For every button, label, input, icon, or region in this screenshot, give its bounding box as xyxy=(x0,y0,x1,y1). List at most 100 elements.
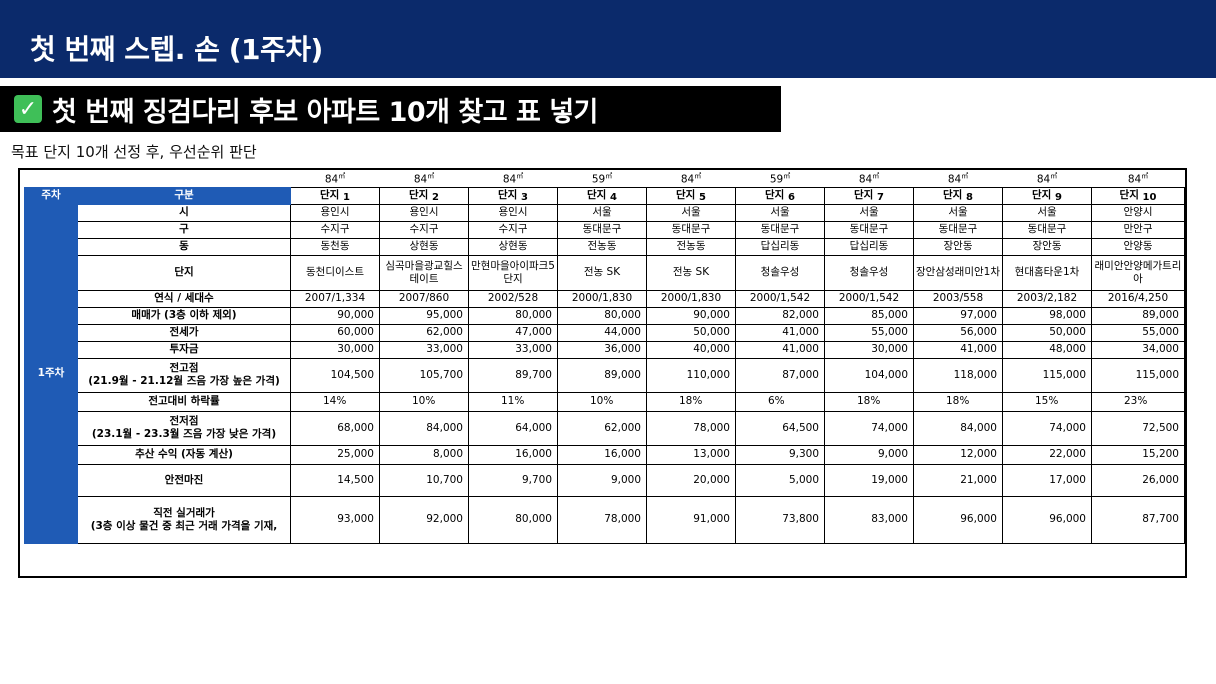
table-cell: 84,000 xyxy=(379,410,469,446)
complex-header: 단지 8 xyxy=(913,186,1003,205)
table-cell: 23% xyxy=(1091,391,1185,412)
table-row: 매매가 (3층 이하 제외) 90,000 95,000 80,000 80,000 90… xyxy=(25,306,1185,325)
subtitle: 목표 단지 10개 선정 후, 우선순위 판단 xyxy=(11,143,257,161)
table-cell: 청솔우성 xyxy=(824,254,914,291)
table-cell: 용인시 xyxy=(468,203,558,222)
complex-header: 단지 4 xyxy=(557,186,647,205)
table-cell: 2002/528 xyxy=(468,289,558,308)
table-cell: 9,700 xyxy=(468,463,558,497)
table-cell: 84,000 xyxy=(913,410,1003,446)
table-cell: 동대문구 xyxy=(1002,220,1092,239)
table-row: 동 동천동 상현동 상현동 전농동 전농동 답십리동 답십리동 장안동 장안동 안양동 xyxy=(25,237,1185,256)
table-cell: 44,000 xyxy=(557,323,647,342)
header-category: 구분 xyxy=(77,186,291,205)
table-cell: 91,000 xyxy=(646,495,736,544)
table-cell: 41,000 xyxy=(913,340,1003,359)
table-cell: 동천동 xyxy=(290,237,380,256)
table-cell: 25,000 xyxy=(290,444,380,465)
table-cell: 2016/4,250 xyxy=(1091,289,1185,308)
table-row: 구 수지구 수지구 수지구 동대문구 동대문구 동대문구 동대문구 동대문구 동대문구 만안구 xyxy=(25,220,1185,239)
table-cell: 15,200 xyxy=(1091,444,1185,465)
page-title: 첫 번째 스텝. 손 (1주차) xyxy=(30,33,323,66)
table-cell: 115,000 xyxy=(1002,357,1092,393)
table-cell: 74,000 xyxy=(1002,410,1092,446)
table-row: 안전마진 14,500 10,700 9,700 9,000 20,000 5,000 19,… xyxy=(25,463,1185,497)
table-cell: 98,000 xyxy=(1002,306,1092,325)
table-cell: 서울 xyxy=(913,203,1003,222)
table-cell: 33,000 xyxy=(379,340,469,359)
table-cell: 서울 xyxy=(557,203,647,222)
table-row: 투자금 30,000 33,000 33,000 36,000 40,000 41,000 3… xyxy=(25,340,1185,359)
unit-symbol: ㎡ xyxy=(872,172,880,180)
section-title: 첫 번째 징검다리 후보 아파트 10개 찾고 표 넣기 xyxy=(52,96,598,128)
table-cell: 80,000 xyxy=(468,495,558,544)
table-cell: 장안삼성래미안1차 xyxy=(913,254,1003,291)
table-cell: 9,000 xyxy=(824,444,914,465)
table-cell: 서울 xyxy=(1002,203,1092,222)
table-cell: 심곡마을광교힐스테이트 xyxy=(379,254,469,291)
table-cell: 78,000 xyxy=(646,410,736,446)
row-label-note: (21.9월 - 21.12월 즈음 가장 높은 가격) xyxy=(88,375,280,387)
row-label-note: (3층 이상 물건 중 최근 거래 가격을 기재, xyxy=(90,519,278,532)
row-label: 추산 수익 (자동 계산) xyxy=(77,444,291,465)
table-cell: 30,000 xyxy=(290,340,380,359)
complex-number: 1 xyxy=(343,192,350,203)
table-cell: 현대홈타운1차 xyxy=(1002,254,1092,291)
table-row: 전고점 (21.9월 - 21.12월 즈음 가장 높은 가격) 104,500 10… xyxy=(25,357,1185,393)
complex-number: 6 xyxy=(788,192,795,203)
complex-header: 단지 7 xyxy=(824,186,914,205)
table-cell: 용인시 xyxy=(379,203,469,222)
table-cell: 55,000 xyxy=(1091,323,1185,342)
table-cell: 19,000 xyxy=(824,463,914,497)
units-row: 84㎡ 84㎡ 84㎡ 59㎡ 84㎡ 59㎡ 84㎡ 84㎡ 84㎡ 84㎡ xyxy=(25,170,1185,187)
table-cell: 5,000 xyxy=(735,463,825,497)
table-cell: 13,000 xyxy=(646,444,736,465)
table-cell: 105,700 xyxy=(379,357,469,393)
table-cell: 85,000 xyxy=(824,306,914,325)
table-cell: 60,000 xyxy=(290,323,380,342)
table-cell: 83,000 xyxy=(824,495,914,544)
table-cell: 36,000 xyxy=(557,340,647,359)
table-cell: 104,500 xyxy=(290,357,380,393)
table-cell: 82,000 xyxy=(735,306,825,325)
table-cell: 동대문구 xyxy=(824,220,914,239)
table-cell: 56,000 xyxy=(913,323,1003,342)
complex-number: 9 xyxy=(1055,192,1062,203)
table-cell: 73,800 xyxy=(735,495,825,544)
complex-number: 8 xyxy=(966,192,973,203)
table-cell: 93,000 xyxy=(290,495,380,544)
table-cell: 장안동 xyxy=(1002,237,1092,256)
table-cell: 17,000 xyxy=(1002,463,1092,497)
table-row: 1주차 시 용인시 용인시 용인시 서울 서울 서울 서울 서울 서울 안양시 xyxy=(24,203,1185,544)
table-cell: 48,000 xyxy=(1002,340,1092,359)
table-cell: 2000/1,542 xyxy=(824,289,914,308)
table-cell: 50,000 xyxy=(646,323,736,342)
table-cell: 2000/1,542 xyxy=(735,289,825,308)
table-cell: 110,000 xyxy=(646,357,736,393)
table-cell: 90,000 xyxy=(646,306,736,325)
unit-symbol: ㎡ xyxy=(783,172,791,180)
table-cell: 만현마을아이파크5단지 xyxy=(468,254,558,291)
row-label: 단지 xyxy=(77,254,291,291)
table-cell: 92,000 xyxy=(379,495,469,544)
table-cell: 9,300 xyxy=(735,444,825,465)
table-cell: 전농 SK xyxy=(557,254,647,291)
empty-cell xyxy=(25,170,78,187)
table-cell: 상현동 xyxy=(379,237,469,256)
unit-label: 84㎡ xyxy=(680,172,702,186)
table-cell: 수지구 xyxy=(379,220,469,239)
table-cell: 89,700 xyxy=(468,357,558,393)
table-cell: 64,500 xyxy=(735,410,825,446)
table-cell: 답십리동 xyxy=(735,237,825,256)
table-cell: 안양시 xyxy=(1091,203,1185,222)
table-cell: 서울 xyxy=(824,203,914,222)
unit-symbol: ㎡ xyxy=(961,172,969,180)
row-label: 안전마진 xyxy=(77,463,291,497)
table-cell: 2007/860 xyxy=(379,289,469,308)
table-cell: 10% xyxy=(557,391,647,412)
table-cell: 2007/1,334 xyxy=(290,289,380,308)
table-cell: 2000/1,830 xyxy=(557,289,647,308)
table-cell: 상현동 xyxy=(468,237,558,256)
header-row: 주차 구분 단지 1 단지 2 단지 3 단지 4 단지 5 단지 6 단지 7 단지 8 단지 9… xyxy=(24,186,1185,205)
table-cell: 74,000 xyxy=(824,410,914,446)
